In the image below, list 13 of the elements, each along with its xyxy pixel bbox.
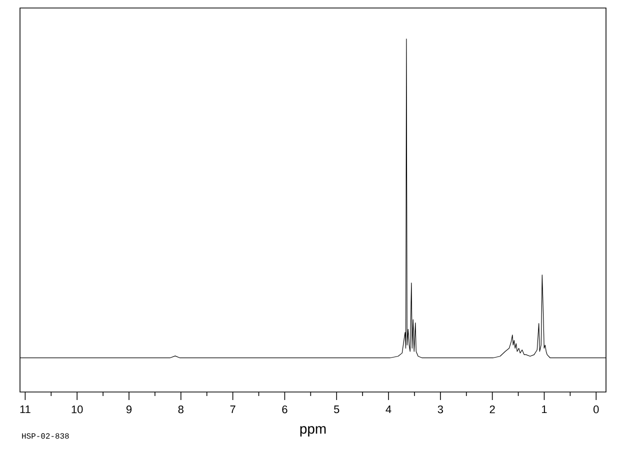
x-tick-label: 1: [542, 406, 547, 414]
x-tick-label: 7: [230, 406, 236, 414]
x-tick-label: 4: [386, 406, 392, 414]
x-tick-label: 3: [438, 406, 443, 414]
x-tick-label: 9: [126, 406, 132, 414]
x-tick-label: 8: [178, 406, 184, 414]
x-axis-title: ppm: [300, 426, 326, 436]
x-tick-label: 10: [72, 406, 83, 414]
x-tick-label: 5: [334, 406, 340, 414]
x-tick-label: 6: [282, 406, 288, 414]
x-tick-label: 11: [20, 406, 30, 414]
x-tick-label: 0: [594, 406, 599, 414]
x-tick-label: 2: [490, 406, 495, 414]
